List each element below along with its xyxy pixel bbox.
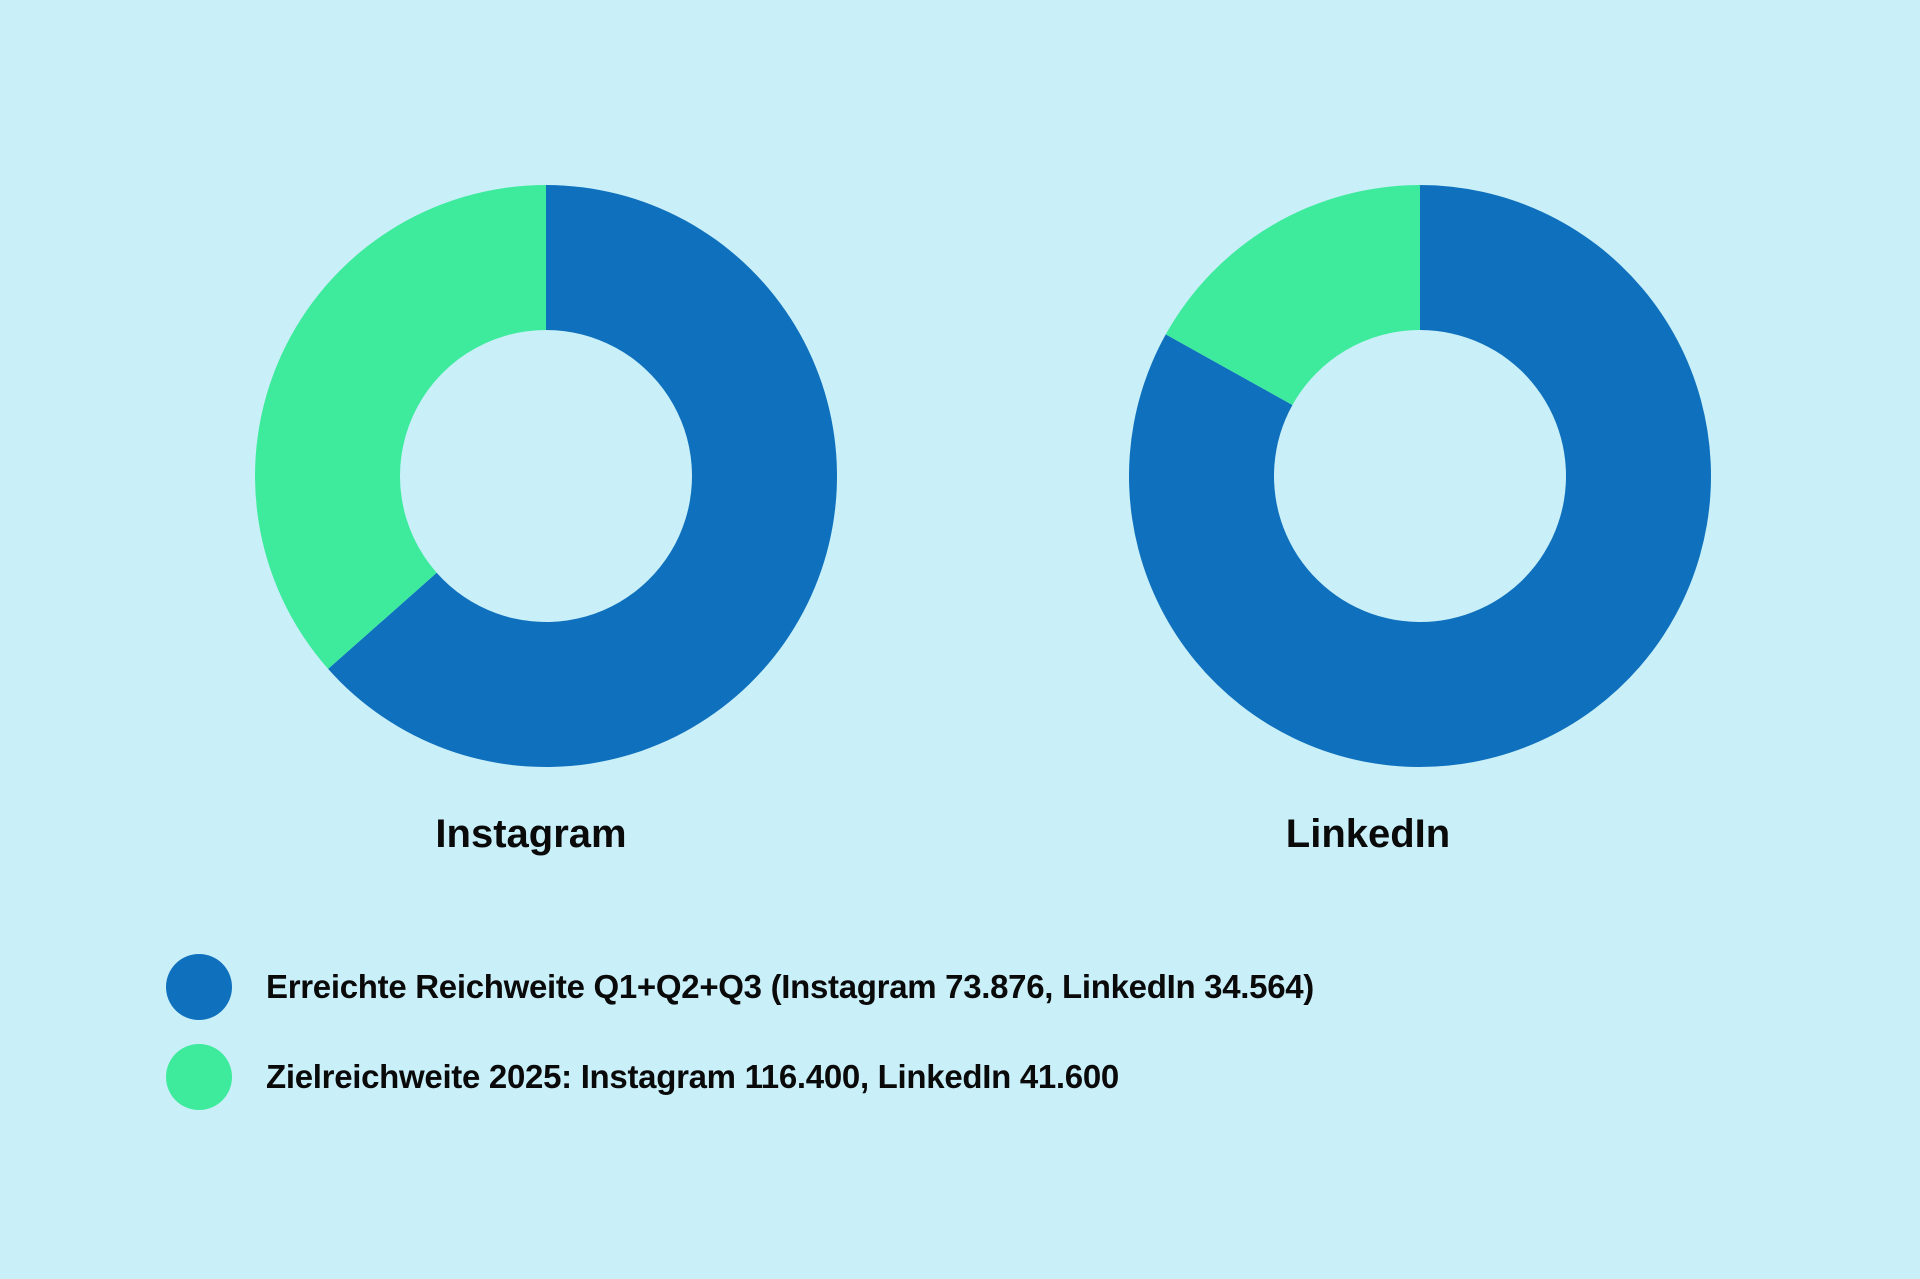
legend-swatch-reached [166,954,232,1020]
donut-slice-instagram-reached [328,185,837,767]
donut-slice-linkedin-reached [1129,185,1711,767]
chart-title-linkedin: LinkedIn [1285,812,1451,856]
legend-item-reached: Erreichte Reichweite Q1+Q2+Q3 (Instagram… [166,954,1314,1020]
legend-label-target: Zielreichweite 2025: Instagram 116.400, … [266,1058,1119,1095]
legend-label-reached: Erreichte Reichweite Q1+Q2+Q3 (Instagram… [266,968,1314,1005]
donut-slice-instagram-remaining_to_target [254,185,546,669]
legend-item-target: Zielreichweite 2025: Instagram 116.400, … [166,1044,1119,1110]
legend-swatch-target [166,1044,232,1110]
donut-slice-linkedin-remaining_to_target [1165,185,1420,405]
chart-title-instagram: Instagram [435,812,627,856]
